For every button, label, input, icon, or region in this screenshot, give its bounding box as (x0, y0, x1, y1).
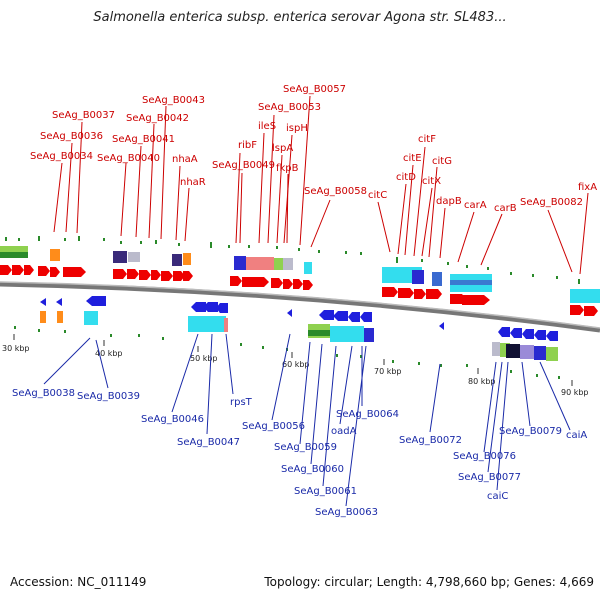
gene-label-bottom[interactable]: SeAg_B0056 (242, 421, 305, 432)
gene-label-top[interactable]: SeAg_B0036 (40, 131, 103, 142)
gene-label-top[interactable]: SeAg_B0042 (126, 113, 189, 124)
gene-label-bottom[interactable]: SeAg_B0061 (294, 486, 357, 497)
gene-label-top[interactable]: SeAg_B0040 (97, 153, 160, 164)
gene-label-top[interactable]: ileS (258, 121, 276, 132)
gene-label-top[interactable]: SeAg_B0037 (52, 110, 115, 121)
gene-label-bottom[interactable]: SeAg_B0076 (453, 451, 516, 462)
gene-label-bottom[interactable]: SeAg_B0046 (141, 414, 204, 425)
gene-label-top[interactable]: citC (368, 190, 387, 201)
gene-label-bottom[interactable]: SeAg_B0060 (281, 464, 344, 475)
genome-title: Salmonella enterica subsp. enterica sero… (93, 10, 507, 25)
gene-label-bottom[interactable]: caiA (566, 430, 587, 441)
ruler-tick-label: 60 kbp (282, 360, 310, 369)
gene-label-bottom[interactable]: SeAg_B0077 (458, 472, 521, 483)
gene-label-top[interactable]: carB (494, 203, 517, 214)
ruler-tick-label: 90 kbp (561, 388, 589, 397)
gene-label-top[interactable]: ispH (286, 123, 308, 134)
gene-label-bottom[interactable]: oadA (331, 426, 357, 437)
gene-label-top[interactable]: ribF (238, 140, 257, 151)
gene-label-bottom[interactable]: rpsT (230, 397, 253, 408)
ruler-tick-label: 80 kbp (468, 377, 496, 386)
bottom-leader-lines (43, 333, 571, 507)
gene-label-top[interactable]: carA (464, 200, 487, 211)
gene-label-top[interactable]: citX (422, 176, 441, 187)
gene-label-top[interactable]: SeAg_B0034 (30, 151, 93, 162)
gene-label-top[interactable]: SeAg_B0057 (283, 84, 346, 95)
gene-label-bottom[interactable]: caiC (487, 491, 508, 502)
gene-label-top[interactable]: SeAg_B0041 (112, 134, 175, 145)
ruler-tick-label: 40 kbp (95, 349, 123, 358)
gene-label-bottom[interactable]: SeAg_B0079 (499, 426, 562, 437)
genome-summary-text: Topology: circular; Length: 4,798,660 bp… (264, 575, 594, 589)
gene-label-top[interactable]: SeAg_B0043 (142, 95, 205, 106)
gene-label-top[interactable]: citD (396, 172, 416, 183)
forward-strand-genes[interactable] (0, 246, 600, 316)
tick-labels: 30 kbp 40 kbp 50 kbp 60 kbp 70 kbp 80 kbp 90 k… (2, 344, 589, 397)
gene-label-bottom[interactable]: SeAg_B0059 (274, 442, 337, 453)
reverse-strand-genes[interactable] (40, 296, 558, 361)
coordinate-ruler (13, 334, 573, 386)
gene-label-top[interactable]: SeAg_B0082 (520, 197, 583, 208)
gene-label-top[interactable]: dapB (436, 196, 462, 207)
gene-label-top[interactable]: citG (432, 156, 452, 167)
bottom-gene-labels: SeAg_B0038 SeAg_B0039 SeAg_B0046 SeAg_B0047… (12, 388, 587, 518)
gene-label-bottom[interactable]: SeAg_B0064 (336, 409, 399, 420)
gc-skew-track-bottom (14, 326, 560, 379)
top-leader-lines (53, 95, 589, 275)
gene-label-bottom[interactable]: SeAg_B0038 (12, 388, 75, 399)
gene-label-top[interactable]: SeAg_B0053 (258, 102, 321, 113)
gene-label-bottom[interactable]: SeAg_B0047 (177, 437, 240, 448)
top-gene-labels: SeAg_B0034 SeAg_B0036 SeAg_B0037 SeAg_B0040… (30, 84, 597, 214)
gene-label-top[interactable]: citE (403, 153, 422, 164)
gene-label-bottom[interactable]: SeAg_B0072 (399, 435, 462, 446)
accession-text: Accession: NC_011149 (10, 575, 147, 589)
ruler-tick-label: 70 kbp (374, 367, 402, 376)
gene-label-bottom[interactable]: SeAg_B0039 (77, 391, 140, 402)
gene-label-top[interactable]: SeAg_B0058 (304, 186, 367, 197)
ruler-tick-label: 30 kbp (2, 344, 30, 353)
ruler-tick-label: 50 kbp (190, 354, 218, 363)
gene-label-top[interactable]: nhaA (172, 154, 198, 165)
gene-label-top[interactable]: lspA (272, 143, 293, 154)
gene-label-top[interactable]: nhaR (180, 177, 206, 188)
genome-backbone (0, 281, 600, 333)
gc-skew-track-top (5, 236, 580, 284)
gene-label-top[interactable]: fkpB (276, 163, 299, 174)
gene-label-bottom[interactable]: SeAg_B0063 (315, 507, 378, 518)
gene-label-top[interactable]: citF (418, 134, 436, 145)
gene-label-top[interactable]: SeAg_B0049 (212, 160, 275, 171)
gene-label-top[interactable]: fixA (578, 182, 597, 193)
